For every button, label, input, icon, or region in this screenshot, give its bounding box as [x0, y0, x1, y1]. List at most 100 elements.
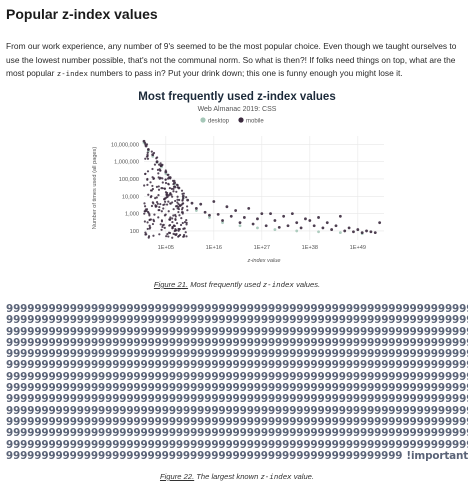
point-mobile-dense [185, 231, 187, 233]
point-mobile-dense [169, 192, 171, 194]
point-mobile [191, 202, 194, 205]
point-mobile-dense [162, 204, 164, 206]
point-mobile-dense [158, 233, 160, 235]
point-mobile-dense [160, 229, 162, 231]
point-mobile-dense [160, 223, 162, 225]
y-tick-label: 10,000 [122, 194, 139, 200]
point-mobile-dense [161, 226, 163, 228]
point-mobile-dense [159, 203, 161, 205]
nines-last-digits: 9999999999999999999999999999999999999999… [6, 451, 402, 462]
figure-22-caption: Figure 22. The largest known z-index val… [0, 472, 474, 481]
point-mobile-dense [183, 234, 185, 236]
point-mobile-dense [185, 223, 187, 225]
nines-line: 9999999999999999999999999999999999999999… [6, 360, 468, 371]
point-mobile-dense [163, 224, 165, 226]
point-mobile-dense [169, 177, 171, 179]
point-mobile-dense [177, 186, 179, 188]
point-mobile [282, 215, 285, 218]
point-mobile-dense [160, 164, 162, 166]
point-mobile-dense [159, 168, 161, 170]
point-mobile [322, 226, 325, 229]
point-desktop [239, 224, 242, 227]
point-mobile-dense [174, 214, 176, 216]
x-tick-label: 1E+05 [158, 245, 174, 251]
point-mobile [204, 211, 207, 214]
point-mobile [330, 228, 333, 231]
point-mobile-dense [152, 202, 154, 204]
caption-code: z-index [260, 472, 291, 481]
point-mobile [247, 207, 250, 210]
point-mobile-dense [182, 211, 184, 213]
point-mobile-dense [169, 187, 171, 189]
point-mobile [239, 221, 242, 224]
point-mobile [313, 224, 316, 227]
point-mobile [278, 226, 281, 229]
point-mobile [265, 224, 268, 227]
important-keyword: !important [406, 451, 468, 462]
nines-line: 9999999999999999999999999999999999999999… [6, 327, 468, 338]
point-mobile [234, 209, 237, 212]
x-tick-label: 1E+27 [254, 245, 270, 251]
point-mobile [378, 221, 381, 224]
point-mobile-dense [147, 158, 149, 160]
y-tick-label: 1,000,000 [114, 160, 139, 166]
point-mobile-dense [158, 185, 160, 187]
point-mobile [199, 203, 202, 206]
figure-22-link[interactable]: Figure 22. [160, 472, 194, 481]
point-mobile-dense [167, 201, 169, 203]
figure-21-link[interactable]: Figure 21. [154, 280, 188, 289]
nines-line: 9999999999999999999999999999999999999999… [6, 304, 468, 315]
point-mobile-dense [168, 218, 170, 220]
point-mobile [304, 217, 307, 220]
point-mobile [308, 219, 311, 222]
point-mobile-dense [156, 186, 158, 188]
point-mobile [226, 205, 229, 208]
x-tick-label: 1E+16 [206, 245, 222, 251]
point-mobile-dense [164, 201, 166, 203]
nines-line: 9999999999999999999999999999999999999999… [6, 372, 468, 383]
intro-code: z-index [57, 69, 88, 78]
point-mobile-dense [156, 201, 158, 203]
point-mobile-dense [174, 200, 176, 202]
point-mobile [300, 226, 303, 229]
point-mobile-dense [175, 205, 177, 207]
point-mobile-dense [182, 199, 184, 201]
point-mobile [186, 199, 189, 202]
point-mobile-dense [164, 179, 166, 181]
point-mobile-dense [166, 194, 168, 196]
point-mobile-dense [147, 211, 149, 213]
point-mobile-dense [157, 172, 159, 174]
point-mobile-dense [165, 197, 167, 199]
point-mobile-dense [169, 224, 171, 226]
point-mobile-dense [174, 230, 176, 232]
legend-label-desktop: desktop [208, 119, 230, 125]
nines-line: 9999999999999999999999999999999999999999… [6, 383, 468, 394]
scatter-chart-svg: Most frequently used z-index valuesWeb A… [84, 86, 390, 272]
section-title: Popular z-index values [6, 6, 158, 22]
point-mobile-dense [172, 214, 174, 216]
point-mobile-dense [174, 219, 176, 221]
x-tick-label: 1E+49 [350, 245, 366, 251]
legend-marker-desktop [200, 117, 205, 122]
point-mobile-dense [151, 185, 153, 187]
point-mobile-dense [173, 180, 175, 182]
point-mobile [370, 230, 373, 233]
point-mobile-dense [168, 210, 170, 212]
y-tick-label: 10,000,000 [111, 142, 139, 148]
point-mobile-dense [149, 181, 151, 183]
point-mobile [252, 223, 255, 226]
chart-title: Most frequently used z-index values [138, 91, 335, 103]
point-mobile-dense [176, 222, 178, 224]
point-mobile [348, 226, 351, 229]
nines-line: 9999999999999999999999999999999999999999… [6, 349, 468, 360]
point-mobile-dense [158, 209, 160, 211]
point-desktop [295, 230, 298, 233]
point-mobile-dense [146, 179, 148, 181]
point-desktop [274, 228, 277, 231]
point-mobile-dense [143, 184, 145, 186]
point-mobile [335, 224, 338, 227]
point-mobile-dense [148, 214, 150, 216]
point-mobile-dense [158, 189, 160, 191]
point-mobile-dense [183, 192, 185, 194]
point-mobile-dense [151, 168, 153, 170]
